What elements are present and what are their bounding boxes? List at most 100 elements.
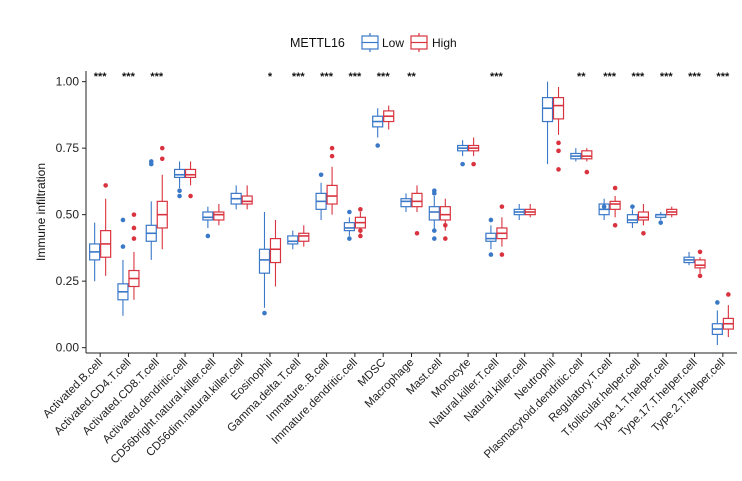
significance-label: *** — [688, 71, 702, 83]
box-low — [372, 108, 384, 148]
box-high — [128, 212, 140, 300]
legend-key-high — [410, 33, 428, 52]
outlier-point — [601, 204, 607, 209]
outlier-point — [205, 233, 211, 239]
significance-label: *** — [490, 71, 504, 83]
box-low — [258, 212, 271, 316]
box-iqr — [411, 192, 423, 208]
box-low — [315, 172, 327, 220]
box-high — [722, 292, 734, 338]
axes: 0.000.250.500.751.00Activated.B.cellActi… — [41, 71, 737, 466]
outlier-point — [177, 193, 182, 199]
box-iqr — [269, 238, 282, 264]
plot-area: *** *** *** * *** *** *** *** ** *** ** *** *** *** **… — [89, 71, 734, 346]
box-high — [468, 137, 480, 167]
outlier-point — [556, 167, 561, 172]
legend-title: METTL16 — [290, 36, 345, 50]
box-iqr — [400, 198, 412, 208]
significance-label: ** — [407, 71, 416, 83]
box-iqr — [428, 206, 440, 221]
outlier-point — [432, 188, 437, 194]
box-low — [655, 212, 667, 225]
box-iqr — [213, 211, 225, 221]
outlier-point — [358, 228, 363, 233]
outlier-point — [443, 223, 448, 228]
box-iqr — [241, 195, 253, 205]
outlier-point — [131, 236, 137, 241]
outlier-point — [697, 273, 703, 279]
box-iqr — [637, 211, 650, 221]
box-iqr — [202, 211, 214, 221]
legend-label-high: High — [432, 36, 457, 50]
significance-label: * — [268, 71, 273, 83]
outlier-point — [120, 217, 126, 223]
box-iqr — [184, 168, 197, 179]
y-tick-label: 1.00 — [56, 75, 80, 89]
box-high — [496, 204, 508, 257]
box-low — [711, 300, 723, 346]
legend-key-low — [361, 33, 379, 52]
box-iqr — [298, 232, 310, 242]
outlier-point — [488, 252, 494, 257]
box-low — [145, 159, 157, 260]
outlier-point — [375, 143, 380, 148]
box-low — [626, 204, 639, 228]
outlier-point — [612, 223, 618, 228]
box-high — [637, 204, 650, 236]
outlier-point — [131, 225, 137, 231]
y-tick-label: 0.50 — [56, 208, 80, 222]
box-low — [117, 217, 129, 316]
outlier-point — [715, 300, 720, 305]
y-tick-label: 0.75 — [56, 141, 80, 155]
box-high — [383, 105, 395, 130]
outlier-point — [697, 249, 703, 255]
outlier-point — [329, 145, 335, 151]
outlier-point — [103, 183, 108, 188]
outlier-point — [159, 156, 165, 162]
box-high — [552, 86, 565, 172]
box-high — [213, 204, 225, 226]
box-iqr — [439, 206, 451, 221]
outlier-point — [120, 244, 126, 249]
outlier-point — [358, 207, 363, 212]
significance-label: *** — [348, 71, 362, 83]
legend-label-low: Low — [382, 36, 404, 50]
box-low — [570, 148, 582, 162]
box-low — [485, 217, 497, 257]
outlier-point — [630, 204, 635, 209]
box-iqr — [343, 222, 355, 232]
box-low — [541, 81, 554, 165]
significance-label: *** — [603, 71, 617, 83]
box-iqr — [258, 248, 271, 274]
box-high — [694, 249, 706, 279]
outlier-point — [262, 310, 267, 316]
outlier-point — [443, 236, 448, 241]
outlier-point — [347, 209, 352, 215]
box-low — [89, 222, 101, 282]
box-low — [457, 140, 469, 167]
outlier-point — [488, 217, 494, 223]
box-high — [411, 185, 423, 236]
significance-label: *** — [320, 71, 334, 83]
y-axis-title: Immune infiltration — [34, 163, 48, 261]
box-iqr — [552, 97, 565, 120]
box-low — [343, 209, 355, 241]
box-low — [202, 206, 214, 239]
outlier-point — [556, 148, 561, 154]
box-iqr — [626, 214, 639, 224]
box-iqr — [326, 184, 338, 205]
box-high — [609, 185, 621, 228]
significance-label: ** — [577, 71, 586, 83]
outlier-point — [432, 236, 437, 241]
outlier-point — [177, 188, 182, 194]
significance-label: *** — [377, 71, 391, 83]
box-high — [269, 219, 282, 287]
box-high — [524, 204, 536, 218]
outlier-point — [318, 172, 324, 178]
outlier-point — [641, 230, 646, 236]
box-high — [156, 145, 168, 250]
box-low — [428, 188, 440, 241]
significance-label: *** — [122, 71, 136, 83]
significance-label: *** — [716, 71, 730, 83]
box-iqr — [694, 259, 706, 269]
